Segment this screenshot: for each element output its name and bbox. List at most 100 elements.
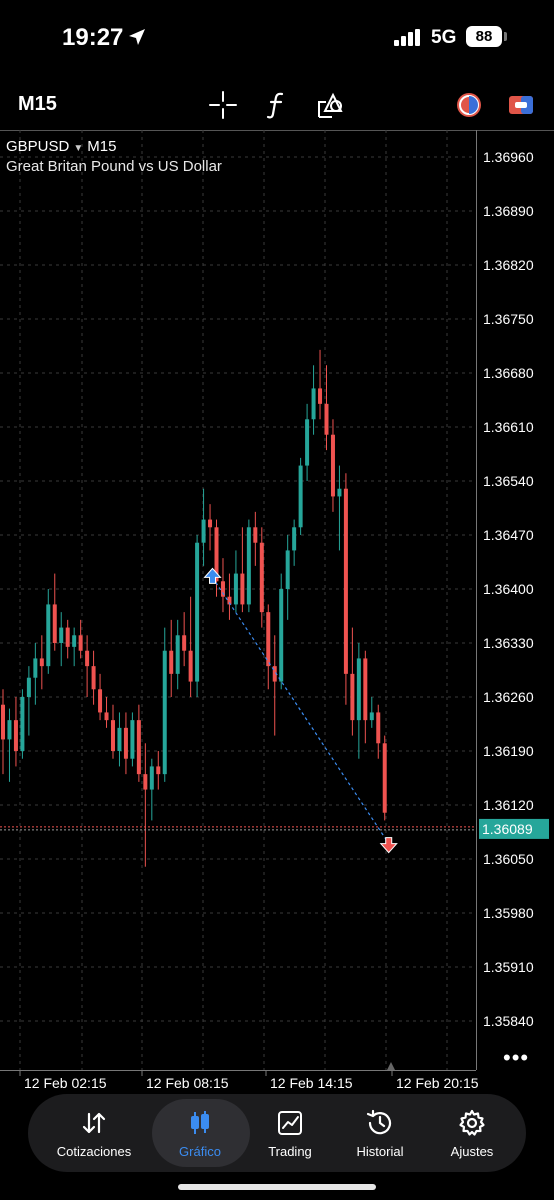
candle-body bbox=[343, 488, 348, 674]
candles-icon bbox=[191, 1111, 209, 1134]
tab-ajustes[interactable]: Ajustes bbox=[426, 1094, 518, 1172]
symbol-name[interactable]: GBPUSD bbox=[6, 138, 70, 155]
objects-icon[interactable] bbox=[316, 90, 346, 120]
candle-body bbox=[46, 604, 51, 667]
dropdown-triangle-icon[interactable]: ▼ bbox=[73, 143, 84, 154]
candle-body bbox=[162, 650, 167, 775]
candle-body bbox=[227, 596, 232, 605]
y-tick-label: 1.36050 bbox=[483, 851, 534, 867]
y-tick-label: 1.36820 bbox=[483, 257, 534, 273]
y-tick-label: 1.36750 bbox=[483, 311, 534, 327]
candle-body bbox=[26, 677, 31, 697]
candle-body bbox=[337, 488, 342, 497]
tab-label: Ajustes bbox=[450, 1144, 494, 1159]
chart-toolbar: M15 bbox=[0, 80, 554, 130]
candle-body bbox=[208, 519, 213, 528]
candle-body bbox=[240, 573, 245, 605]
y-tick-label: 1.36610 bbox=[483, 419, 534, 435]
symbol-timeframe: M15 bbox=[87, 138, 117, 155]
candle-body bbox=[20, 697, 25, 751]
candle-body bbox=[382, 743, 387, 813]
candle-body bbox=[330, 434, 335, 497]
candle-body bbox=[305, 419, 310, 466]
chart-symbol-line: GBPUSD ▼ M15 bbox=[6, 138, 116, 155]
candle-body bbox=[65, 627, 70, 647]
one-click-trading-icon[interactable] bbox=[506, 90, 536, 120]
more-options-icon[interactable]: ••• bbox=[503, 1045, 530, 1070]
symbol-description: Great Britan Pound vs US Dollar bbox=[6, 158, 222, 175]
battery-indicator: 88 bbox=[466, 26, 502, 47]
candle-body bbox=[246, 527, 251, 605]
bottom-tab-bar: Cotizaciones Gráfico Trading Historial bbox=[28, 1094, 526, 1172]
price-chart[interactable]: 1.36960 1.36890 1.36820 1.36750 1.36680 1.366… bbox=[0, 130, 554, 1090]
candle-body bbox=[363, 658, 368, 721]
tab-label: Gráfico bbox=[179, 1144, 221, 1159]
candle-body bbox=[110, 720, 115, 751]
candle-body bbox=[156, 766, 161, 775]
chart-shift-marker bbox=[387, 1062, 395, 1070]
status-time: 19:27 bbox=[62, 24, 124, 51]
candle-body bbox=[91, 666, 96, 690]
candle-body bbox=[201, 519, 206, 543]
candle-body bbox=[350, 673, 355, 721]
crosshair-icon[interactable] bbox=[208, 90, 238, 120]
candle-body bbox=[98, 689, 103, 713]
gear-icon bbox=[459, 1109, 485, 1136]
candle-body bbox=[285, 550, 290, 589]
candle-body bbox=[104, 712, 109, 721]
y-tick-label: 1.36260 bbox=[483, 689, 534, 705]
arrows-updown-icon bbox=[82, 1112, 106, 1134]
candle-body bbox=[175, 635, 180, 674]
y-tick-label: 1.35980 bbox=[483, 905, 534, 921]
status-bar: 19:27 5G 88 bbox=[0, 0, 554, 76]
history-icon bbox=[366, 1109, 392, 1135]
y-tick-label: 1.36190 bbox=[483, 743, 534, 759]
x-tick-label: 12 Feb 08:15 bbox=[146, 1075, 229, 1090]
current-price-label: 1.36089 bbox=[482, 821, 533, 837]
home-indicator bbox=[178, 1184, 376, 1190]
tab-label: Trading bbox=[268, 1144, 312, 1159]
timeframe-button[interactable]: M15 bbox=[18, 93, 57, 115]
candle-body bbox=[117, 727, 122, 751]
indicators-icon[interactable] bbox=[262, 90, 292, 120]
y-tick-label: 1.35840 bbox=[483, 1013, 534, 1029]
tab-cotizaciones[interactable]: Cotizaciones bbox=[48, 1094, 140, 1172]
candle-body bbox=[298, 465, 303, 528]
y-tick-label: 1.36470 bbox=[483, 527, 534, 543]
candle-body bbox=[376, 712, 381, 744]
candle-body bbox=[143, 774, 148, 790]
y-tick-label: 1.36120 bbox=[483, 797, 534, 813]
candle-body bbox=[214, 527, 219, 582]
candle-body bbox=[356, 658, 361, 721]
candle-body bbox=[136, 720, 141, 775]
candle-body bbox=[266, 612, 271, 667]
candle-body bbox=[279, 589, 284, 682]
candle-body bbox=[130, 720, 135, 759]
candle-body bbox=[272, 666, 277, 682]
candlestick-chart[interactable]: 1.36960 1.36890 1.36820 1.36750 1.36680 1.366… bbox=[0, 130, 554, 1090]
candle-body bbox=[324, 403, 329, 435]
y-tick-label: 1.36680 bbox=[483, 365, 534, 381]
tab-trading[interactable]: Trading bbox=[244, 1094, 336, 1172]
chart-type-icon[interactable] bbox=[454, 90, 484, 120]
candle-body bbox=[188, 650, 193, 682]
trend-chart-icon bbox=[278, 1111, 302, 1135]
y-tick-label: 1.36400 bbox=[483, 581, 534, 597]
location-arrow-icon bbox=[129, 29, 145, 45]
y-tick-label: 1.36330 bbox=[483, 635, 534, 651]
candle-body bbox=[259, 542, 264, 613]
candle-body bbox=[7, 720, 12, 740]
candle-body bbox=[292, 527, 297, 551]
candle-body bbox=[195, 542, 200, 682]
tab-grafico[interactable]: Gráfico bbox=[152, 1094, 250, 1172]
x-tick-label: 12 Feb 20:15 bbox=[396, 1075, 479, 1090]
battery-tip bbox=[504, 32, 507, 41]
y-tick-label: 1.36890 bbox=[483, 203, 534, 219]
candle-body bbox=[72, 635, 77, 647]
candle-body bbox=[169, 650, 174, 674]
candle-body bbox=[253, 527, 258, 543]
current-price-badge bbox=[479, 818, 549, 839]
tab-historial[interactable]: Historial bbox=[334, 1094, 426, 1172]
tab-label: Cotizaciones bbox=[56, 1144, 132, 1159]
candle-body bbox=[59, 627, 64, 643]
